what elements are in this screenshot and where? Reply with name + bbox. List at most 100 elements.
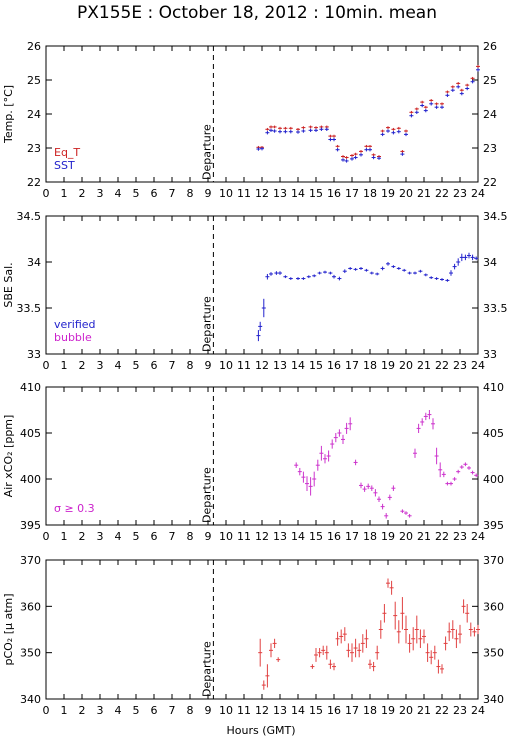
x-tick-label: 17 (345, 530, 359, 543)
x-tick-label: 24 (471, 187, 485, 200)
x-tick-label: 5 (133, 359, 140, 372)
y-tick-label-right: 340 (483, 693, 504, 706)
legend-entry: σ ≥ 0.3 (54, 502, 95, 515)
panel-1: 0 1 2 3 4 5 6 7 8 9 10 11 12 13 14 15 16 17 18 19 20 21 22 23 24… (2, 40, 497, 200)
legend-entry: verified (54, 318, 96, 331)
x-tick-label: 0 (43, 704, 50, 717)
x-tick-label: 8 (187, 530, 194, 543)
x-tick-label: 3 (97, 704, 104, 717)
y-tick-label: 410 (20, 381, 41, 394)
y-tick-label: 23 (27, 142, 41, 155)
y-tick-label-right: 33 (483, 348, 497, 361)
x-tick-label: 20 (399, 359, 413, 372)
y-tick-label: 33 (27, 348, 41, 361)
x-tick-label: 6 (151, 187, 158, 200)
x-tick-label: 13 (273, 187, 287, 200)
x-tick-label: 9 (205, 704, 212, 717)
x-tick-label: 15 (309, 187, 323, 200)
y-tick-label-right: 24 (483, 108, 497, 121)
departure-label: Departure (200, 641, 213, 697)
x-tick-label: 17 (345, 704, 359, 717)
x-tick-label: 15 (309, 704, 323, 717)
x-tick-label: 0 (43, 187, 50, 200)
y-tick-label: 395 (20, 519, 41, 532)
y-tick-label: 350 (20, 647, 41, 660)
x-tick-label: 24 (471, 359, 485, 372)
departure-label: Departure (200, 467, 213, 523)
x-tick-label: 9 (205, 530, 212, 543)
x-tick-label: 19 (381, 359, 395, 372)
x-tick-label: 4 (115, 359, 122, 372)
panel-2: 0 1 2 3 4 5 6 7 8 9 10 11 12 13 14 15 16 17 18 19 20 21 22 23 24… (2, 210, 508, 372)
plot-frame (45, 215, 479, 355)
chart-title: PX155E : October 18, 2012 : 10min. mean (77, 3, 437, 23)
x-tick-label: 24 (471, 530, 485, 543)
x-tick-label: 1 (61, 704, 68, 717)
x-tick-label: 10 (219, 359, 233, 372)
y-tick-label-right: 400 (483, 473, 504, 486)
x-tick-label: 22 (435, 359, 449, 372)
y-axis-label: pCO₂ [µ atm] (2, 593, 15, 665)
x-tick-label: 11 (237, 187, 251, 200)
x-tick-label: 20 (399, 704, 413, 717)
x-tick-label: 24 (471, 704, 485, 717)
x-tick-label: 6 (151, 359, 158, 372)
x-tick-label: 9 (205, 187, 212, 200)
y-tick-label-right: 22 (483, 176, 497, 189)
x-tick-label: 23 (453, 187, 467, 200)
x-axis-label: Hours (GMT) (226, 724, 295, 737)
y-tick-label-right: 25 (483, 74, 497, 87)
x-tick-label: 1 (61, 530, 68, 543)
x-tick-label: 7 (169, 530, 176, 543)
panel-3: 0 1 2 3 4 5 6 7 8 9 10 11 12 13 14 15 16 17 18 19 20 21 22 23 24… (2, 381, 504, 543)
x-tick-label: 7 (169, 359, 176, 372)
x-tick-label: 23 (453, 359, 467, 372)
x-tick-label: 4 (115, 187, 122, 200)
x-tick-label: 10 (219, 704, 233, 717)
y-tick-label-right: 370 (483, 554, 504, 567)
x-tick-label: 3 (97, 530, 104, 543)
y-tick-label-right: 410 (483, 381, 504, 394)
y-tick-label: 34.5 (17, 210, 42, 223)
y-tick-label: 22 (27, 176, 41, 189)
x-tick-label: 22 (435, 187, 449, 200)
y-tick-label-right: 26 (483, 40, 497, 53)
x-tick-label: 18 (363, 187, 377, 200)
x-tick-label: 15 (309, 530, 323, 543)
x-tick-label: 17 (345, 187, 359, 200)
x-tick-label: 14 (291, 187, 305, 200)
x-tick-label: 23 (453, 704, 467, 717)
x-tick-label: 18 (363, 359, 377, 372)
y-tick-label-right: 23 (483, 142, 497, 155)
x-tick-label: 17 (345, 359, 359, 372)
y-tick-label-right: 395 (483, 519, 504, 532)
x-tick-label: 13 (273, 530, 287, 543)
x-tick-label: 14 (291, 359, 305, 372)
x-tick-label: 18 (363, 704, 377, 717)
y-tick-label: 400 (20, 473, 41, 486)
x-tick-label: 14 (291, 530, 305, 543)
x-tick-label: 16 (327, 704, 341, 717)
y-tick-label-right: 33.5 (483, 302, 508, 315)
x-tick-label: 10 (219, 530, 233, 543)
y-axis-label: Temp. [°C] (2, 85, 15, 144)
x-tick-label: 6 (151, 530, 158, 543)
x-tick-label: 12 (255, 187, 269, 200)
x-tick-label: 16 (327, 359, 341, 372)
plot-frame (45, 386, 479, 526)
y-axis-label: SBE Sal. (2, 262, 15, 307)
plot-frame (45, 45, 479, 183)
x-tick-label: 23 (453, 530, 467, 543)
x-tick-label: 13 (273, 704, 287, 717)
y-tick-label: 370 (20, 554, 41, 567)
y-tick-label: 34 (27, 256, 41, 269)
y-tick-label: 340 (20, 693, 41, 706)
y-tick-label: 405 (20, 427, 41, 440)
x-tick-label: 10 (219, 187, 233, 200)
x-tick-label: 5 (133, 704, 140, 717)
y-tick-label-right: 360 (483, 600, 504, 613)
x-tick-label: 2 (79, 530, 86, 543)
x-tick-label: 8 (187, 187, 194, 200)
y-tick-label: 25 (27, 74, 41, 87)
x-tick-label: 7 (169, 704, 176, 717)
